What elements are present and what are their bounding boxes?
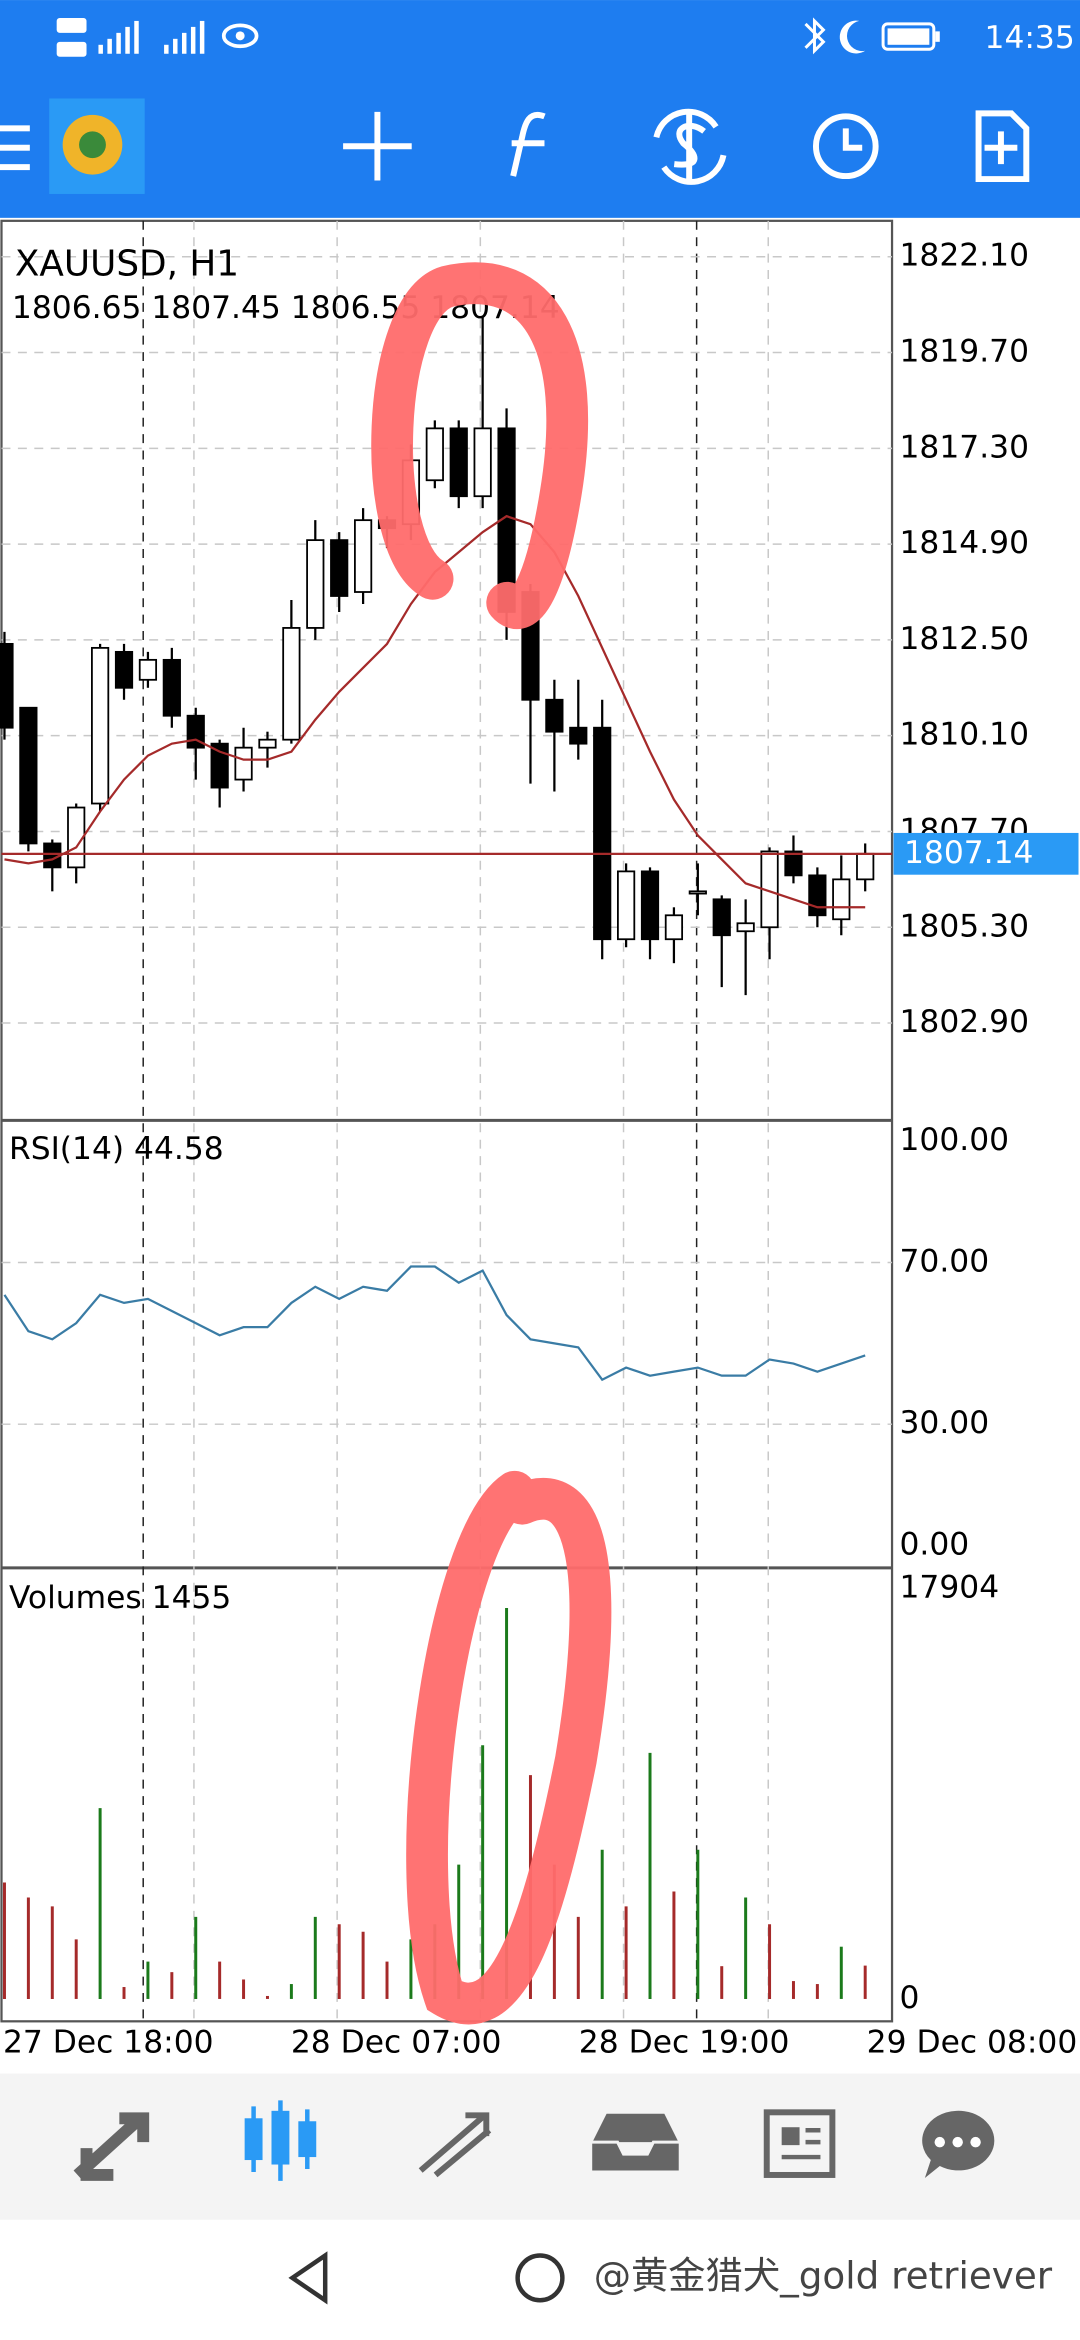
candle-body: [449, 427, 468, 498]
y-tick-label: 100.00: [900, 1122, 1010, 1158]
candle-body: [664, 914, 684, 941]
chart-layer: 1802.901805.301807.701810.101812.501814.…: [0, 220, 1079, 2061]
candle-body: [330, 539, 349, 597]
indicator-button[interactable]: [510, 111, 546, 177]
candle-body: [473, 427, 492, 498]
candle-body: [258, 738, 277, 749]
candle-body: [808, 874, 827, 917]
trade-button[interactable]: [653, 108, 727, 185]
candle-body: [545, 698, 564, 733]
candle-body: [138, 658, 158, 681]
candle-body: [617, 870, 636, 941]
back-button[interactable]: [288, 2251, 328, 2305]
candle-body: [832, 878, 851, 921]
nav-chat[interactable]: [922, 2110, 995, 2178]
current-price-label: 1807.14: [904, 835, 1034, 871]
candle-body: [0, 642, 14, 729]
candle-body: [162, 658, 181, 717]
candle-body: [425, 427, 444, 482]
y-tick-label: 30.00: [900, 1405, 990, 1441]
nav-quotes[interactable]: [73, 2112, 150, 2181]
y-tick-label: 1805.30: [900, 908, 1029, 944]
candle-body: [640, 870, 660, 941]
x-tick-label: 29 Dec 08:00: [867, 2025, 1078, 2061]
y-tick-label: 1802.90: [900, 1004, 1029, 1040]
nav-chart[interactable]: [244, 2100, 317, 2181]
period-button[interactable]: [812, 113, 879, 180]
toolbar: [0, 98, 1030, 194]
candle-body: [91, 646, 110, 805]
candle-body: [67, 806, 86, 869]
y-tick-label: 0.00: [900, 1526, 970, 1562]
y-tick-label: 1817.30: [900, 429, 1029, 465]
y-tick-label: 0: [900, 1980, 920, 2016]
bottom-nav: [0, 2073, 1080, 2220]
y-tick-label: 17904: [900, 1570, 1000, 1606]
y-tick-label: 1810.10: [900, 717, 1029, 753]
y-tick-label: 1812.50: [900, 621, 1029, 657]
candle-body: [234, 746, 253, 781]
candle-body: [306, 539, 325, 629]
crosshair-button[interactable]: [343, 111, 412, 181]
y-tick-label: 1819.70: [900, 334, 1029, 370]
nav-news[interactable]: [763, 2109, 836, 2178]
rsi-line: [3, 1265, 866, 1382]
x-tick-label: 28 Dec 19:00: [579, 2025, 790, 2061]
status-icons: [56, 17, 940, 57]
candle-body: [569, 726, 588, 745]
candle-body: [282, 627, 301, 741]
price-label-box: [893, 832, 1079, 875]
nav-trade[interactable]: [418, 2112, 492, 2178]
y-tick-label: 1822.10: [900, 238, 1029, 274]
candle-body: [593, 726, 612, 941]
candle-body: [856, 852, 875, 881]
volume-title: Volumes 1455: [9, 1580, 231, 1616]
new-order-button[interactable]: [975, 110, 1030, 183]
nav-history[interactable]: [589, 2110, 682, 2174]
y-tick-label: 70.00: [900, 1243, 990, 1279]
x-tick-label: 27 Dec 18:00: [3, 2025, 214, 2061]
candle-body: [19, 706, 38, 845]
candle-body: [784, 850, 803, 877]
watermark: @黄金猎犬_gold retriever: [594, 2253, 1053, 2297]
chart-title: XAUUSD, H1: [15, 244, 239, 285]
candle-body: [354, 519, 373, 593]
candle-body: [736, 922, 755, 933]
candle-body: [712, 898, 731, 937]
candle-body: [210, 742, 229, 789]
candle-body: [688, 890, 707, 895]
y-tick-label: 1814.90: [900, 525, 1029, 561]
annotation-circle: [371, 262, 589, 629]
home-button[interactable]: [515, 2253, 565, 2303]
annotation-circle: [406, 1470, 612, 2025]
candle-body: [114, 650, 134, 689]
rsi-title: RSI(14) 44.58: [9, 1131, 224, 1167]
menu-button[interactable]: [0, 125, 30, 171]
x-tick-label: 28 Dec 07:00: [291, 2025, 502, 2061]
status-time: 14:35: [985, 20, 1075, 56]
